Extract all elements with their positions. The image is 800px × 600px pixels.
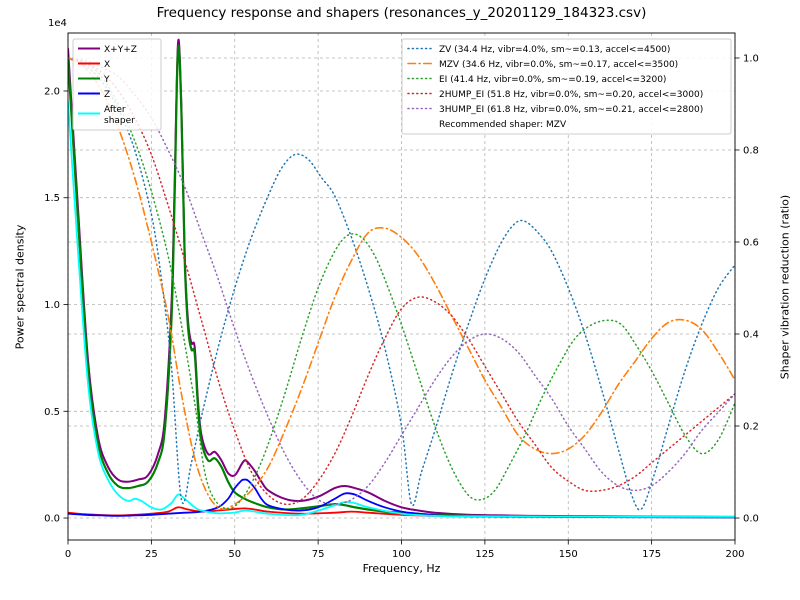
- x-tick-label: 100: [392, 549, 411, 560]
- psd-legend-box: [72, 38, 162, 131]
- legend-item: MZV (34.6 Hz, vibr=0.0%, sm~=0.17, accel…: [407, 60, 678, 70]
- plot-area: [68, 38, 735, 519]
- series-shaper-mzv: [68, 57, 735, 510]
- left-y-tick-label: 0.0: [44, 514, 60, 525]
- right-y-tick-label: 1.0: [743, 53, 759, 64]
- series-psd-y: [68, 44, 735, 519]
- legend-item-label: X+Y+Z: [104, 45, 137, 55]
- right-y-tick-label: 0.4: [743, 329, 759, 340]
- x-tick-label: 175: [642, 549, 661, 560]
- x-tick-label: 50: [228, 549, 241, 560]
- right-y-tick-label: 0.2: [743, 422, 759, 433]
- series-psd-after-shaper: [68, 101, 735, 518]
- legend-item: Y: [78, 75, 110, 85]
- legend-item: ZV (34.4 Hz, vibr=4.0%, sm~=0.13, accel<…: [407, 45, 670, 55]
- x-tick-label: 75: [312, 549, 325, 560]
- x-axis-label: Frequency, Hz: [362, 562, 441, 575]
- legend-item: EI (41.4 Hz, vibr=0.0%, sm~=0.19, accel<…: [407, 75, 666, 85]
- right-y-tick-label: 0.6: [743, 237, 759, 248]
- legend-item: Z: [78, 90, 110, 100]
- legend-item-label: MZV (34.6 Hz, vibr=0.0%, sm~=0.17, accel…: [439, 60, 678, 70]
- x-tick-label: 150: [559, 549, 578, 560]
- series-shaper-3hump-ei: [68, 57, 735, 505]
- legend-item-label: shaper: [104, 116, 135, 126]
- legend-item: 2HUMP_EI (51.8 Hz, vibr=0.0%, sm~=0.20, …: [407, 90, 703, 100]
- left-y-tick-label: 1.5: [44, 193, 60, 204]
- left-y-axis-label: Power spectral density: [13, 224, 27, 350]
- legend-item: 3HUMP_EI (61.8 Hz, vibr=0.0%, sm~=0.21, …: [407, 105, 703, 115]
- right-y-tick-label: 0.8: [743, 145, 759, 156]
- legend-item-label: Y: [103, 75, 110, 85]
- series-shaper-ei: [68, 57, 735, 510]
- legend-item-label: 2HUMP_EI (51.8 Hz, vibr=0.0%, sm~=0.20, …: [439, 90, 703, 100]
- tick-marks: [63, 57, 740, 545]
- chart-title: Frequency response and shapers (resonanc…: [156, 5, 647, 21]
- legend-item-label: ZV (34.4 Hz, vibr=4.0%, sm~=0.13, accel<…: [439, 45, 670, 55]
- recommended-shaper-note: Recommended shaper: MZV: [439, 120, 567, 130]
- left-y-tick-label: 0.5: [44, 407, 60, 418]
- legend-item: X+Y+Z: [78, 45, 137, 55]
- left-y-tick-label: 2.0: [44, 86, 60, 97]
- right-y-tick-label: 0.0: [743, 514, 759, 525]
- x-tick-label: 25: [145, 549, 158, 560]
- legend-item-label: 3HUMP_EI (61.8 Hz, vibr=0.0%, sm~=0.21, …: [439, 105, 703, 115]
- series-psd-xyz: [68, 38, 735, 518]
- x-tick-label: 125: [475, 549, 494, 560]
- series-psd-z: [68, 478, 735, 519]
- right-y-axis-label: Shaper vibration reduction (ratio): [778, 194, 792, 380]
- legend-item-label: Z: [104, 90, 110, 100]
- series-shaper-zv: [68, 57, 735, 511]
- shaper-legend-box: [401, 38, 732, 135]
- legend-item: X: [78, 60, 110, 70]
- left-y-tick-label: 1.0: [44, 300, 60, 311]
- legend-item-label: EI (41.4 Hz, vibr=0.0%, sm~=0.19, accel<…: [439, 75, 666, 85]
- x-tick-label: 200: [725, 549, 744, 560]
- tick-labels: 0 25 50 75 100 125 150 175 200 0.0 0.5 1.0 1.5 2.0 0.0…: [44, 53, 759, 560]
- y-axis-offset-text: 1e4: [48, 18, 67, 29]
- series-shaper-2hump-ei: [68, 57, 735, 506]
- legend-item-label: After: [104, 105, 126, 115]
- legend-item-label: X: [104, 60, 110, 70]
- x-tick-label: 0: [65, 549, 71, 560]
- shaper-legend: ZV (34.4 Hz, vibr=4.0%, sm~=0.13, accel<…: [401, 38, 732, 135]
